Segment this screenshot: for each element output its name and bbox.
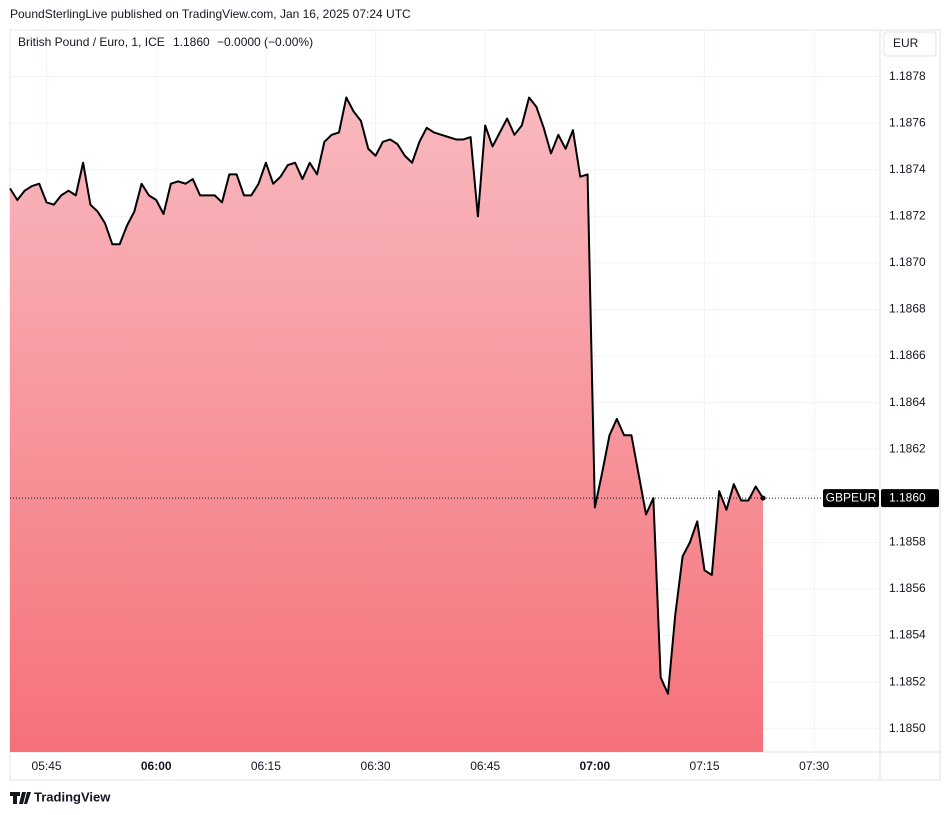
legend-last: 1.1860	[173, 35, 210, 49]
price-tag-name-bg	[823, 489, 879, 508]
y-tick-label: 1.1868	[889, 302, 926, 316]
x-tick-label: 06:30	[361, 759, 391, 773]
x-tick-label: 06:45	[470, 759, 500, 773]
header: PoundSterlingLive published on TradingVi…	[10, 7, 411, 21]
y-tick-label: 1.1870	[889, 255, 926, 269]
y-tick-label: 1.1878	[889, 69, 926, 83]
x-tick-label: 06:15	[251, 759, 281, 773]
x-tick-label: 07:30	[799, 759, 829, 773]
currency[interactable]: EUR	[893, 36, 919, 50]
y-tick-label: 1.1858	[889, 535, 926, 549]
price-tag-bg	[881, 489, 939, 508]
x-tick-label: 07:15	[690, 759, 720, 773]
y-tick-label: 1.1862	[889, 441, 926, 455]
line	[9, 96, 764, 695]
x-tick-label: 07:00	[580, 759, 611, 773]
tv-logo	[10, 792, 31, 804]
y-tick-label: 1.1852	[889, 674, 926, 688]
legend-symbol: British Pound / Euro, 1, ICE	[18, 35, 165, 49]
area	[10, 97, 764, 753]
x-tick-label: 05:45	[32, 759, 62, 773]
price-tag-value: 1.1860	[889, 490, 926, 504]
y-tick-label: 1.1876	[889, 115, 926, 129]
last-point	[760, 495, 766, 501]
footer: TradingView	[34, 789, 111, 804]
x-tick-label: 06:00	[141, 759, 172, 773]
currency-button[interactable]	[883, 31, 937, 57]
y-tick-label: 1.1864	[889, 395, 926, 409]
legend-change: −0.0000 (−0.00%)	[217, 35, 313, 49]
y-tick-label: 1.1854	[889, 628, 926, 642]
y-tick-label: 1.1872	[889, 208, 926, 222]
y-tick-label: 1.1866	[889, 348, 926, 362]
y-tick-label: 1.1850	[889, 721, 926, 735]
y-tick-label: 1.1856	[889, 581, 926, 595]
price-tag-name: GBPEUR	[826, 490, 877, 504]
y-tick-label: 1.1874	[889, 162, 926, 176]
